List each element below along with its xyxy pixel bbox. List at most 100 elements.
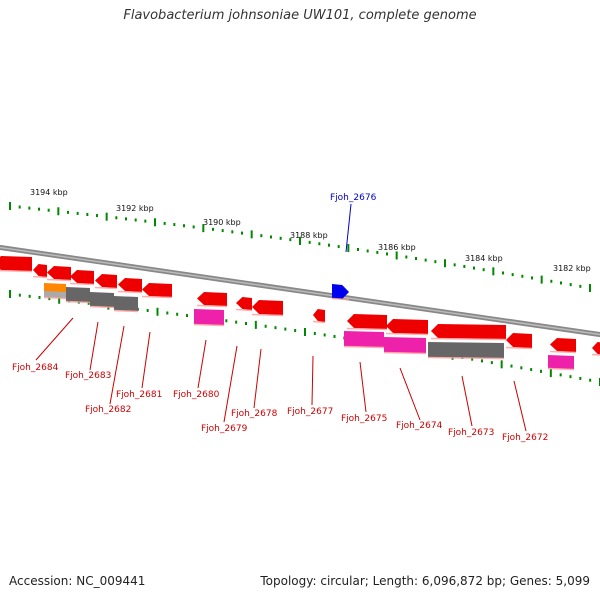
gene-block-gray-shade — [65, 300, 91, 304]
gene-block-gray-shade — [89, 305, 115, 309]
gene-block-gray-shade — [113, 309, 139, 313]
gene-block-pink — [383, 337, 427, 355]
leader-line — [513, 380, 527, 432]
leader-line — [359, 361, 367, 413]
scale-label-3192: 3192 kbp — [116, 204, 154, 213]
gene-block — [94, 274, 118, 290]
gene-label-fjoh-2676[interactable]: Fjoh_2676 — [330, 193, 377, 203]
gene-block-pink-shade — [383, 351, 427, 355]
gene-block-body — [592, 342, 600, 355]
gene-block-shade — [549, 350, 577, 354]
gene-block-shade — [46, 278, 72, 282]
gene-label-fjoh-2678[interactable]: Fjoh_2678 — [231, 409, 278, 419]
gene-block-shade — [69, 282, 95, 286]
gene-block-shade — [591, 353, 600, 356]
leader-line — [399, 367, 421, 421]
leader-line — [35, 317, 74, 361]
accession-text: Accession: NC_009441 — [9, 574, 146, 588]
gene-block-body — [236, 297, 252, 310]
gene-block — [46, 266, 72, 282]
gene-block-shade — [141, 295, 173, 299]
gene-label-fjoh-2679[interactable]: Fjoh_2679 — [201, 424, 248, 434]
gene-block — [69, 270, 95, 286]
gene-label-fjoh-2682[interactable]: Fjoh_2682 — [85, 405, 131, 415]
gene-label-fjoh-2681[interactable]: Fjoh_2681 — [116, 390, 162, 400]
gene-block-body — [142, 283, 172, 297]
gene-block-body — [197, 292, 227, 306]
gene-block-pink-body — [548, 355, 574, 369]
leader-line — [109, 325, 125, 405]
gene-block-shade — [346, 327, 388, 331]
gene-label-fjoh-2672[interactable]: Fjoh_2672 — [502, 433, 548, 443]
leader-line — [345, 203, 352, 253]
leader-line — [197, 339, 207, 389]
gene-block-gray-body — [428, 342, 504, 358]
gene-block-body — [506, 333, 532, 348]
gene-label-fjoh-2674[interactable]: Fjoh_2674 — [396, 421, 443, 431]
gene-track — [0, 256, 600, 371]
gene-block-gray-light-shade — [43, 296, 67, 300]
gene-block-body — [431, 324, 506, 339]
gene-block — [346, 314, 388, 331]
gene-block-pink — [343, 331, 385, 349]
gene-block — [591, 342, 600, 356]
gene-block-fjoh-2676-body — [332, 284, 349, 299]
leader-line — [89, 321, 99, 371]
gene-block-gray — [427, 342, 505, 360]
leader-line — [461, 375, 473, 427]
outer-scale-ticks — [9, 202, 591, 292]
gene-block-shade — [505, 346, 533, 350]
gene-block-pink-shade — [547, 367, 575, 371]
gene-block-shade — [235, 308, 253, 312]
gene-block-body — [33, 264, 47, 277]
gene-block-gray-light-body — [44, 291, 66, 298]
gene-block-body — [347, 314, 387, 329]
scale-label-3194: 3194 kbp — [30, 188, 68, 197]
gene-block-fjoh-2676 — [331, 284, 350, 301]
gene-block-shade — [117, 290, 143, 294]
gene-block — [385, 319, 429, 336]
gene-label-fjoh-2683[interactable]: Fjoh_2683 — [65, 371, 111, 381]
gene-block-pink-body — [194, 309, 224, 325]
genome-summary-text: Topology: circular; Length: 6,096,872 bp… — [260, 574, 590, 588]
gene-label-fjoh-2680[interactable]: Fjoh_2680 — [173, 390, 220, 400]
gene-block-shade — [312, 320, 326, 324]
gene-label-fjoh-2675[interactable]: Fjoh_2675 — [341, 414, 387, 424]
gene-block-body — [550, 338, 576, 352]
gene-block-shade — [385, 332, 429, 336]
leader-line — [253, 348, 262, 409]
gene-block-left-edge-body — [0, 256, 32, 271]
gene-block-gray — [113, 296, 139, 313]
gene-block-pink-shade — [343, 345, 385, 349]
gene-block-shade — [196, 304, 228, 308]
gene-block — [430, 324, 507, 341]
gene-block — [312, 309, 326, 324]
gene-block-gray-body — [66, 287, 90, 302]
gene-block-fjoh-2676-shade — [331, 297, 350, 301]
gene-block-body — [252, 300, 283, 315]
gene-block-body — [386, 319, 428, 334]
gene-block — [549, 338, 577, 354]
gene-block-gray-body — [90, 292, 114, 307]
gene-block-gray — [65, 287, 91, 304]
gene-block-pink-body — [344, 331, 384, 347]
gene-label-fjoh-2673[interactable]: Fjoh_2673 — [448, 428, 494, 438]
gene-block-body — [47, 266, 71, 280]
map-title: Flavobacterium johnsoniae UW101, complet… — [123, 8, 477, 23]
gene-block-orange-body — [44, 283, 66, 293]
gene-block-pink — [547, 355, 575, 371]
gene-block-shade — [94, 286, 118, 290]
gene-block — [505, 333, 533, 350]
scale-label-3188: 3188 kbp — [290, 231, 328, 240]
scale-label-3184: 3184 kbp — [465, 254, 503, 263]
gene-label-fjoh-2684[interactable]: Fjoh_2684 — [12, 363, 59, 373]
gene-block — [32, 264, 48, 279]
leader-line — [311, 355, 314, 406]
gene-block — [141, 283, 173, 299]
gene-label-fjoh-2677[interactable]: Fjoh_2677 — [287, 407, 333, 417]
gene-block-gray-body — [114, 296, 138, 311]
gene-block-shade — [32, 275, 48, 279]
gene-block-body — [95, 274, 117, 288]
leader-line — [223, 345, 238, 423]
scale-label-3190: 3190 kbp — [203, 218, 241, 227]
